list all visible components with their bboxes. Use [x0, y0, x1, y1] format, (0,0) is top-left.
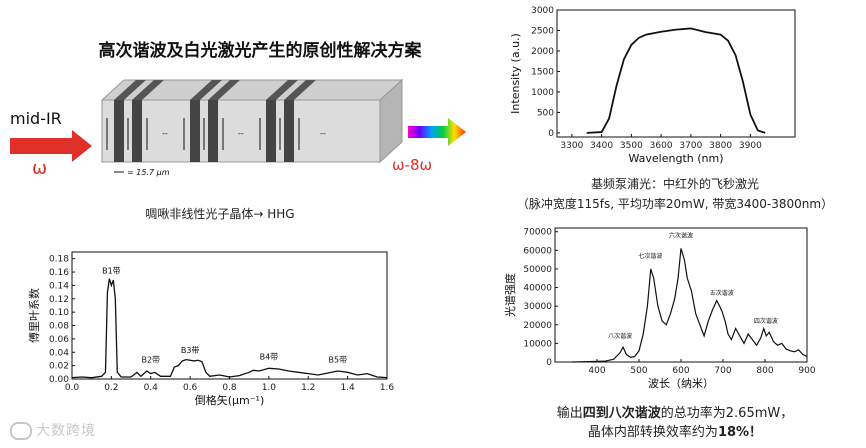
y-tick-label: 0.04	[49, 348, 69, 358]
crystal-caption: 啁啾非线性光子晶体→ HHG	[145, 207, 295, 221]
watermark: 大数跨境	[10, 420, 96, 440]
peak-annotation: B2带	[141, 355, 160, 364]
x-tick-label: 3800	[709, 141, 732, 151]
y-axis-label: Intensity (a.u.)	[509, 33, 522, 114]
output-label: ω-8ω	[392, 156, 432, 174]
input-symbol: ω	[32, 158, 47, 179]
result-caption-2-bold: 18%！	[717, 425, 763, 440]
result-caption-1-pre: 输出	[556, 406, 583, 421]
y-axis-label: 光谱强度	[503, 273, 517, 317]
x-tick-label: 3500	[620, 141, 643, 151]
y-tick-label: 50000	[523, 265, 552, 275]
y-tick-label: 40000	[523, 284, 552, 294]
plot-frame	[556, 9, 796, 138]
y-tick-label: 30000	[523, 302, 552, 312]
dots-2: --	[238, 129, 244, 138]
peak-annotation: B1带	[102, 266, 121, 275]
period-label: = 15.7 μm	[127, 168, 170, 177]
pump-caption-1: 基频泵浦光：中红外的飞秒激光	[590, 177, 759, 191]
peak-annotation: 七次谐波	[638, 252, 662, 260]
fourier-chart: 0.0 0.2 0.4 0.6 0.8 1.0 1.2 1.4 1.6 0.00 0.02 0.04 0…	[27, 251, 395, 407]
x-tick-label: 3300	[560, 141, 583, 151]
y-tick-label: 2500	[531, 26, 554, 36]
y-tick-label: 0.06	[49, 335, 69, 345]
y-tick-label: 20000	[523, 321, 552, 331]
x-tick-label: 1.2	[301, 383, 315, 393]
x-tick-label: 400	[588, 366, 605, 376]
y-tick-label: 1000	[531, 88, 554, 98]
series-line	[586, 27, 766, 134]
x-tick-label: 3900	[739, 141, 762, 151]
y-tick-label: 0.14	[49, 281, 69, 291]
x-tick-label: 0.2	[104, 383, 118, 393]
peak-annotation: 六次谐波	[669, 231, 693, 239]
output-arrow	[408, 118, 466, 146]
result-caption-1-bold: 四到八次谐波	[582, 406, 661, 421]
dots-3: --	[320, 129, 326, 138]
y-tick-label: 0.08	[49, 322, 69, 332]
pump-spectrum-chart: 3300 3400 3500 3600 3700 3800 3900 0 500 1000 1500…	[509, 6, 796, 165]
harmonic-spectrum-chart: 400 500 600 700 800 900 0 10000 20000 30000 40000 5…	[503, 227, 816, 390]
peak-annotation: B3带	[181, 346, 200, 355]
crystal-illustration: -- -- -- = 15.7 μm mid-IR ω ω-8ω	[10, 78, 466, 179]
series-line	[571, 248, 808, 363]
result-caption-2: 晶体内部转换效率约为18%！	[545, 421, 805, 440]
dots-1: --	[162, 129, 168, 138]
result-caption-2-pre: 晶体内部转换效率约为	[587, 425, 718, 440]
x-tick-label: 0.4	[144, 383, 159, 393]
y-tick-label: 0.12	[49, 295, 69, 305]
peak-annotation: 八次谐波	[608, 332, 632, 340]
x-tick-label: 500	[630, 366, 647, 376]
x-axis-label: Wavelength (nm)	[628, 152, 723, 165]
result-caption-1-post: 的总功率为2.65mW，	[660, 406, 794, 421]
watermark-logo-icon	[10, 422, 32, 440]
y-tick-label: 0.00	[49, 375, 69, 385]
y-tick-label: 70000	[523, 228, 552, 238]
x-tick-label: 1.0	[262, 383, 277, 393]
peak-annotation: B4带	[260, 353, 279, 362]
crystal-front-face	[101, 99, 381, 163]
x-axis-label: 倒格矢(μm⁻¹)	[195, 393, 265, 407]
watermark-text: 大数跨境	[36, 423, 96, 439]
y-tick-label: 500	[537, 108, 554, 118]
peak-annotation: B5带	[328, 355, 347, 364]
y-axis-label: 傅里叶系数	[27, 288, 41, 343]
x-tick-label: 0.8	[222, 383, 237, 393]
x-tick-label: 3600	[650, 141, 673, 151]
y-tick-label: 0.02	[49, 362, 69, 372]
peak-annotation: 五次谐波	[710, 289, 734, 297]
y-tick-label: 2000	[531, 47, 554, 57]
result-caption-1: 输出四到八次谐波的总功率为2.65mW，	[505, 402, 845, 421]
series-line	[71, 278, 388, 379]
plot-frame	[554, 227, 808, 363]
page-title: 高次谐波及白光激光产生的原创性解决方案	[98, 41, 422, 61]
pump-caption-2: （脉冲宽度115fs, 平均功率20mW, 带宽3400-3800nm）	[516, 197, 834, 211]
y-tick-label: 3000	[531, 6, 554, 16]
y-tick-label: 10000	[523, 339, 552, 349]
x-tick-label: 700	[714, 366, 731, 376]
y-tick-label: 60000	[523, 246, 552, 256]
x-axis-label: 波长（纳米）	[648, 377, 714, 390]
x-tick-label: 1.4	[340, 383, 355, 393]
y-tick-label: 0	[546, 358, 552, 368]
x-tick-label: 1.6	[380, 383, 395, 393]
input-arrow	[10, 130, 92, 162]
input-label: mid-IR	[10, 109, 62, 128]
x-tick-label: 0.6	[183, 383, 198, 393]
y-tick-label: 1500	[531, 67, 554, 77]
x-tick-label: 3400	[590, 141, 613, 151]
y-tick-label: 0.10	[49, 308, 69, 318]
y-tick-label: 0.18	[49, 255, 69, 265]
x-tick-label: 900	[798, 366, 815, 376]
x-tick-label: 800	[756, 366, 773, 376]
peak-annotation: 四次谐波	[754, 317, 778, 325]
x-tick-label: 600	[672, 366, 689, 376]
x-tick-label: 0.0	[65, 383, 80, 393]
domain-stripes	[106, 80, 316, 162]
y-tick-label: 0.16	[49, 268, 69, 278]
x-tick-label: 3700	[679, 141, 702, 151]
y-tick-label: 0	[548, 129, 554, 139]
